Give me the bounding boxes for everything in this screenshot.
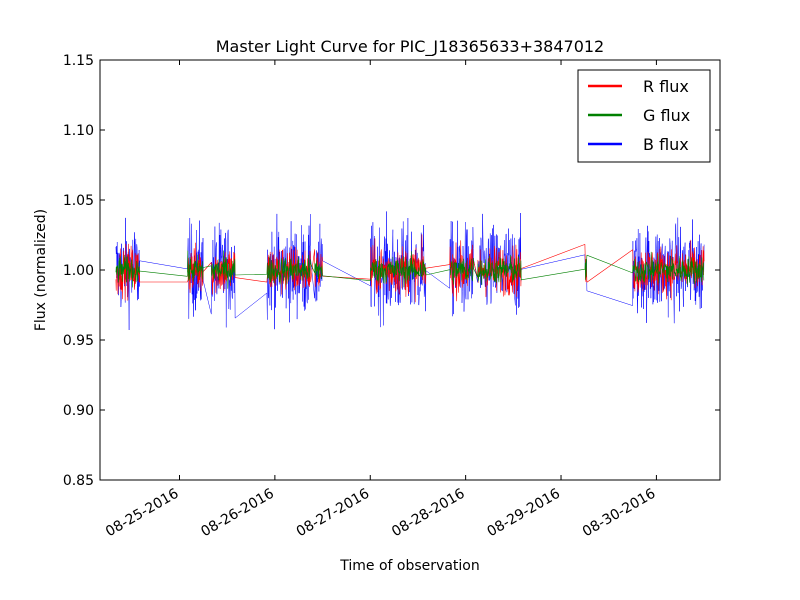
legend-label-b-flux: B flux bbox=[643, 135, 689, 154]
y-tick-label: 0.85 bbox=[63, 473, 94, 489]
y-tick-label: 1.05 bbox=[63, 193, 94, 209]
y-axis: 0.85 0.90 0.95 1.00 1.05 1.10 1.15 bbox=[63, 53, 720, 489]
y-tick-label: 1.15 bbox=[63, 53, 94, 69]
chart-title: Master Light Curve for PIC_J18365633+384… bbox=[216, 37, 604, 57]
y-axis-label: Flux (normalized) bbox=[33, 209, 49, 331]
legend-label-g-flux: G flux bbox=[643, 106, 690, 125]
series-layer bbox=[115, 211, 705, 331]
x-axis-label: Time of observation bbox=[339, 558, 479, 574]
y-tick-label: 1.10 bbox=[63, 123, 94, 139]
y-tick-label: 0.95 bbox=[63, 333, 94, 349]
legend-label-r-flux: R flux bbox=[643, 77, 689, 96]
y-tick-label: 0.90 bbox=[63, 403, 94, 419]
legend: R flux G flux B flux bbox=[577, 69, 711, 163]
series-line-g-flux bbox=[115, 250, 705, 289]
y-tick-label: 1.00 bbox=[63, 263, 94, 279]
